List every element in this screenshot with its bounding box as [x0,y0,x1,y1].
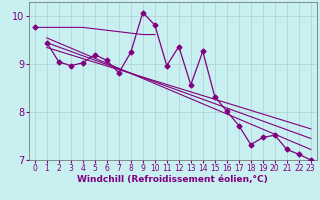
X-axis label: Windchill (Refroidissement éolien,°C): Windchill (Refroidissement éolien,°C) [77,175,268,184]
